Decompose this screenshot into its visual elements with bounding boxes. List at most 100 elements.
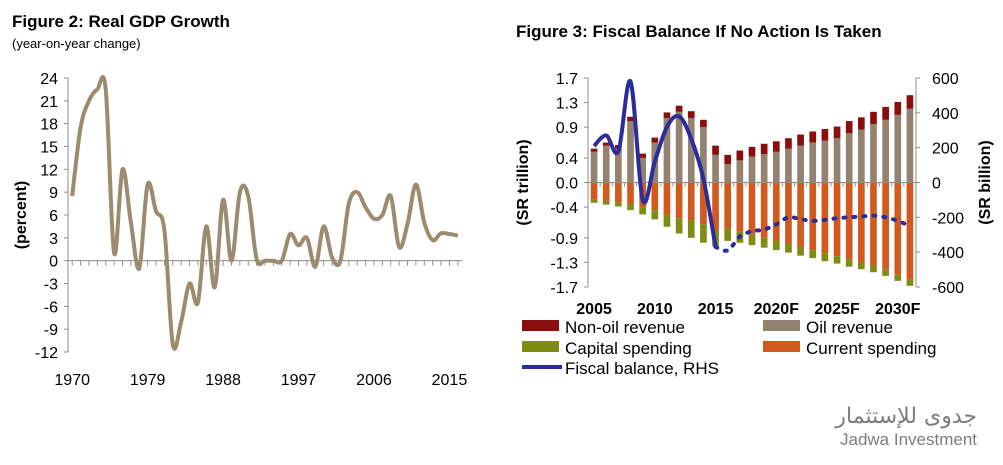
fig3-bar-capital-spending [675,218,683,234]
fig3-bar-capital-spending [809,250,817,259]
fig3-bar-oil-revenue [882,119,889,183]
fig3-bar-capital-spending [772,240,780,251]
fig3-bar-capital-spending [882,269,889,276]
fig3-left-tick-label: 1.3 [556,96,578,113]
fig3-bar-non-oil-revenue [857,117,865,130]
fig3-bar-capital-spending [785,243,792,253]
fig3-right-tick-label: -200 [932,210,964,227]
fig2-y-tick-label: 15 [40,140,58,157]
fig3-bar-capital-spending [821,253,829,262]
fig2-y-tick-label: -12 [35,345,58,362]
fig3-bar-non-oil-revenue [809,131,817,143]
fig3-legend-label: Current spending [806,339,936,358]
fig2-y-tick-label: 18 [40,117,58,134]
jadwa-logo-english: Jadwa Investment [839,430,977,449]
fig3-left-tick-label: 0.4 [556,151,578,168]
figure2-subtitle: (year-on-year change) [12,36,141,51]
fig3-bar-oil-revenue [627,121,634,183]
fig3-bar-oil-revenue [712,154,719,183]
fig3-bar-capital-spending [590,199,598,203]
fig3-bar-capital-spending [845,259,853,267]
fig3-x-tick-label: 2030F [875,301,921,318]
fig2-y-tick-label: 21 [40,94,58,111]
fig3-bar-current-spending [809,182,817,251]
fig3-left-tick-label: -1.3 [550,255,578,272]
fig3-bar-capital-spending [833,256,841,264]
fig3-bar-oil-revenue [821,140,829,183]
fig2-y-axis-title: (percent) [13,181,30,249]
fig3-legend-swatch-oil-revenue [763,320,800,331]
fig3-left-tick-label: -0.9 [550,231,578,248]
fig3-bar-non-oil-revenue [906,95,914,109]
fig2-x-tick-label: 2015 [432,372,468,389]
fig3-bar-oil-revenue [724,164,732,183]
fig3-left-tick-label: 0.9 [556,120,578,137]
fig3-bar-non-oil-revenue [590,148,598,152]
fig3-bar-non-oil-revenue [772,141,780,152]
fig3-bar-non-oil-revenue [785,138,792,149]
fig3-bar-non-oil-revenue [712,145,719,155]
fig2-y-tick-label: 24 [40,71,58,88]
fig3-left-tick-label: -0.4 [550,200,578,217]
fig3-bar-current-spending [602,182,610,201]
fig3-bar-current-spending [906,182,914,280]
fig3-bar-non-oil-revenue [724,154,732,165]
fig3-bar-non-oil-revenue [627,116,634,122]
fig3-bar-capital-spending [627,204,634,211]
fig3-bar-non-oil-revenue [663,112,671,118]
fig3-bar-current-spending [724,182,732,229]
fig3-bar-current-spending [857,182,865,263]
fig3-bar-current-spending [870,182,877,266]
fig3-bar-oil-revenue [760,154,768,183]
fig3-fiscal-balance-line [592,79,718,248]
fig3-x-tick-label: 2010 [637,301,673,318]
fig3-bar-non-oil-revenue [845,121,853,134]
fig3-bar-non-oil-revenue [675,105,683,112]
fig3-left-axis-title: (SR trillion) [515,139,532,225]
fig3-bar-capital-spending [870,265,877,273]
fig3-right-tick-label: 200 [932,141,959,158]
fig3-right-tick-label: 0 [932,176,941,193]
fig3-bar-current-spending [627,182,634,205]
fig3-bar-oil-revenue [906,108,914,183]
fig3-legend-label: Fiscal balance, RHS [565,359,719,378]
fig3-left-tick-label: 0.0 [556,176,578,193]
fig3-bar-current-spending [760,182,768,238]
figure3-title: Figure 3: Fiscal Balance If No Action Is… [516,22,882,41]
fig3-legend-label: Oil revenue [806,318,893,337]
fig2-x-tick-label: 1997 [281,372,317,389]
fig2-y-tick-label: -9 [44,322,58,339]
fig3-bar-oil-revenue [845,133,853,183]
fig3-bar-non-oil-revenue [700,119,707,128]
fig3-bar-non-oil-revenue [833,126,841,139]
fig3-bar-current-spending [590,182,598,200]
fig3-bar-non-oil-revenue [602,142,610,146]
fig3-bar-non-oil-revenue [894,101,902,115]
fig2-x-tick-label: 1988 [205,372,241,389]
fig3-bar-oil-revenue [736,160,744,183]
fig3-right-tick-label: -600 [932,280,964,297]
fig3-bar-current-spending [615,182,622,203]
fig3-bar-oil-revenue [639,157,647,183]
fig3-bar-capital-spending [700,224,707,243]
fig3-bar-current-spending [821,182,829,254]
fig3-bar-non-oil-revenue [736,150,744,161]
fig3-bar-current-spending [845,182,853,260]
fig3-bar-oil-revenue [687,117,695,183]
fig3-bar-non-oil-revenue [882,106,889,120]
fig2-y-tick-label: 9 [49,185,58,202]
fig3-bar-capital-spending [906,279,914,286]
fig3-bar-capital-spending [857,262,865,270]
fig3-bar-current-spending [736,182,744,232]
fig3-x-tick-label: 2025F [814,301,860,318]
figure2-title: Figure 2: Real GDP Growth [12,12,230,31]
fig3-bar-oil-revenue [809,142,817,183]
fig3-bar-capital-spending [760,237,768,248]
jadwa-logo-arabic: جدوى للإستثمار [835,404,977,429]
fig3-bar-current-spending [663,182,671,215]
fig3-bar-current-spending [772,182,780,241]
fig3-bar-oil-revenue [675,111,683,183]
fig2-y-tick-label: 6 [49,208,58,225]
fig3-x-tick-label: 2005 [576,301,612,318]
